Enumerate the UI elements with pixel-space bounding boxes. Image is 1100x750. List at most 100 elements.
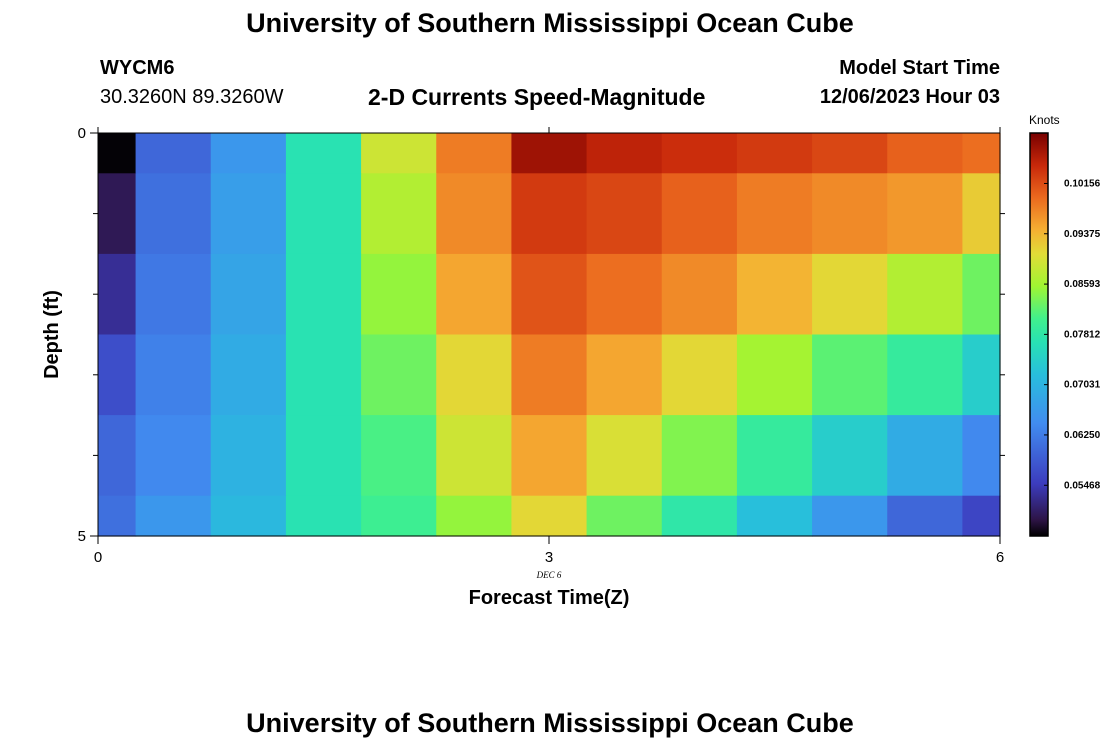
colorbar-title: Knots: [1029, 113, 1060, 127]
heatmap-cell: [361, 173, 437, 255]
heatmap-cell: [135, 173, 212, 255]
chart-subtitle: 2-D Currents Speed-Magnitude: [368, 84, 706, 110]
heatmap-cell: [812, 415, 888, 497]
heatmap-cell: [98, 133, 137, 174]
heatmap-cell: [285, 334, 362, 416]
heatmap-cell: [511, 173, 588, 255]
heatmap-cell: [285, 253, 362, 336]
heatmap-cell: [361, 495, 437, 537]
heatmap-cell: [812, 253, 888, 336]
heatmap-cell: [661, 133, 738, 174]
station-coordinates: 30.3260N 89.3260W: [100, 86, 284, 108]
heatmap-cell: [586, 495, 663, 537]
heatmap-cell: [962, 133, 1001, 174]
heatmap-cell: [98, 495, 137, 537]
heatmap-cell: [736, 133, 813, 174]
heatmap-cell: [285, 415, 362, 497]
colorbar-tick-label: 0.10156: [1064, 178, 1100, 189]
colorbar-tick-label: 0.07812: [1064, 329, 1100, 340]
heatmap-cell: [511, 415, 588, 497]
heatmap-cell: [210, 253, 287, 336]
colorbar: 0.10156 0.09375 0.08593 0.07812 0.07031 0.062…: [1029, 132, 1100, 537]
page-title: University of Southern Mississippi Ocean…: [246, 8, 854, 38]
heatmap-cell: [361, 415, 437, 497]
heatmap-cell: [210, 334, 287, 416]
heatmap-cell: [586, 173, 663, 255]
heatmap-cell: [210, 415, 287, 497]
heatmap-cell: [812, 495, 888, 537]
heatmap-cell: [962, 173, 1001, 255]
heatmap-cell: [135, 253, 212, 336]
heatmap-cell: [511, 334, 588, 416]
heatmap-cell: [135, 415, 212, 497]
station-id: WYCM6: [100, 57, 175, 79]
heatmap-cell: [361, 334, 437, 416]
heatmap-chart: 0 3 605 Forecast Time(Z) Depth (ft) DEC 6 …: [41, 113, 1100, 609]
axes: 0 3 605: [78, 125, 1005, 566]
heatmap-cell: [661, 253, 738, 336]
heatmap-cell: [436, 133, 513, 174]
heatmap-cell: [736, 173, 813, 255]
heatmap-cell: [98, 334, 137, 416]
heatmap-cell: [285, 495, 362, 537]
heatmap-cell: [962, 334, 1001, 416]
heatmap-cell: [436, 253, 513, 336]
heatmap-cell: [135, 495, 212, 537]
footer-title: University of Southern Mississippi Ocean…: [246, 708, 854, 738]
colorbar-tick-label: 0.07031: [1064, 380, 1100, 391]
heatmap-cell: [736, 253, 813, 336]
heatmap-cell: [962, 495, 1001, 537]
x-tick-label: 3: [545, 549, 553, 566]
heatmap-cell: [210, 495, 287, 537]
colorbar-tick-label: 0.06250: [1064, 430, 1100, 441]
heatmap-cell: [887, 495, 964, 537]
heatmap-cell: [962, 415, 1001, 497]
colorbar-tick-label: 0.05468: [1064, 480, 1100, 491]
date-annotation: DEC 6: [536, 570, 562, 580]
x-tick-label: 0: [94, 549, 102, 566]
heatmap-cell: [361, 253, 437, 336]
heatmap-cell: [436, 495, 513, 537]
heatmap-cell: [736, 495, 813, 537]
heatmap-cell: [661, 173, 738, 255]
y-tick-label: 0: [78, 125, 86, 142]
heatmap-cell: [98, 415, 137, 497]
heatmap-cell: [887, 253, 964, 336]
heatmap-cell: [98, 173, 137, 255]
heatmap-cell: [436, 415, 513, 497]
colorbar-tick-label: 0.08593: [1064, 279, 1100, 290]
heatmap-cell: [887, 133, 964, 174]
heatmap-cell: [887, 334, 964, 416]
heatmap-cell: [661, 334, 738, 416]
heatmap-cell: [812, 173, 888, 255]
model-start-value: 12/06/2023 Hour 03: [819, 86, 1000, 108]
model-start-label: Model Start Time: [839, 57, 1000, 79]
heatmap-cell: [887, 173, 964, 255]
heatmap-cell: [812, 133, 888, 174]
heatmap-cell: [135, 334, 212, 416]
x-tick-label: 6: [996, 549, 1004, 566]
heatmap-cell: [661, 415, 738, 497]
heatmap-cell: [436, 173, 513, 255]
y-tick-label: 5: [78, 528, 86, 545]
heatmap-cell: [361, 133, 437, 174]
heatmap-cell: [98, 253, 137, 336]
heatmap-cell: [736, 334, 813, 416]
colorbar-tick-label: 0.09375: [1064, 229, 1100, 240]
heatmap-cell: [962, 253, 1001, 336]
heatmap-cell: [285, 173, 362, 255]
heatmap-cell: [511, 253, 588, 336]
heatmap-cell: [210, 133, 287, 174]
heatmap-cell: [135, 133, 212, 174]
heatmap-cell: [586, 334, 663, 416]
heatmap-cell: [436, 334, 513, 416]
heatmap-cell: [586, 253, 663, 336]
heatmap-cell: [285, 133, 362, 174]
heatmap-cell: [586, 133, 663, 174]
heatmap-cell: [511, 133, 588, 174]
heatmap-cell: [887, 415, 964, 497]
heatmap-cell: [511, 495, 588, 537]
y-axis-label: Depth (ft): [41, 290, 63, 379]
heatmap-cell: [812, 334, 888, 416]
heatmap-cells: [98, 133, 1001, 537]
